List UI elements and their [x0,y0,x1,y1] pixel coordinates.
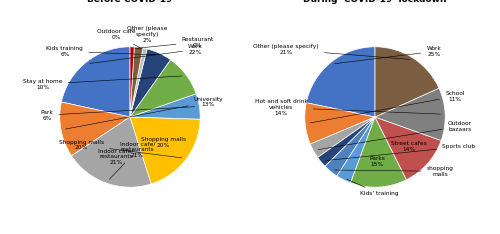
Text: Shopping malls
20%: Shopping malls 20% [141,137,186,148]
Wedge shape [130,60,196,117]
Text: Work
22%: Work 22% [90,44,203,63]
Text: Work
25%: Work 25% [334,46,441,64]
Text: Sports club: Sports club [326,144,476,161]
Text: Outdoor
bazaars: Outdoor bazaars [318,121,472,150]
Wedge shape [130,47,134,117]
Wedge shape [72,117,152,187]
Text: University
13%: University 13% [66,97,224,129]
Text: shopping
malls: shopping malls [334,166,454,177]
Title: During  COVID-19  lockdown: During COVID-19 lockdown [303,0,447,4]
Text: Hot and soft drink
vehicles
14%: Hot and soft drink vehicles 14% [255,99,440,116]
Wedge shape [130,117,200,184]
Text: Restaurant
0%: Restaurant 0% [135,37,214,48]
Wedge shape [310,117,375,157]
Wedge shape [337,117,375,183]
Wedge shape [60,102,130,156]
Wedge shape [375,88,445,140]
Text: Indoor cafe/
restaurants
21%: Indoor cafe/ restaurants 21% [98,148,134,165]
Wedge shape [130,94,200,119]
Wedge shape [130,47,143,117]
Wedge shape [318,117,375,166]
Text: Kids training
6%: Kids training 6% [46,46,156,57]
Text: Stay at home
10%: Stay at home 10% [23,76,182,90]
Wedge shape [130,49,170,117]
Wedge shape [350,117,406,187]
Wedge shape [306,47,375,117]
Wedge shape [325,117,375,176]
Text: Parks
15%: Parks 15% [370,157,386,167]
Text: Other (please specify)
21%: Other (please specify) 21% [253,44,410,59]
Text: Kids' training: Kids' training [347,179,399,196]
Wedge shape [62,47,130,117]
Wedge shape [375,117,441,180]
Title: Before COVID-19: Before COVID-19 [88,0,172,4]
Wedge shape [305,103,375,144]
Text: Indoor cafe/
restaurants
21%: Indoor cafe/ restaurants 21% [109,142,155,179]
Wedge shape [130,48,147,117]
Wedge shape [375,47,439,117]
Text: Street cafes
14%: Street cafes 14% [391,141,426,152]
Text: Outdoor cafe
0%: Outdoor cafe 0% [96,29,142,49]
Text: Park
6%: Park 6% [40,107,194,121]
Text: School
11%: School 11% [310,91,464,123]
Text: Shopping malls
20%: Shopping malls 20% [59,140,182,158]
Text: Other (please
specify)
2%: Other (please specify) 2% [126,26,167,49]
